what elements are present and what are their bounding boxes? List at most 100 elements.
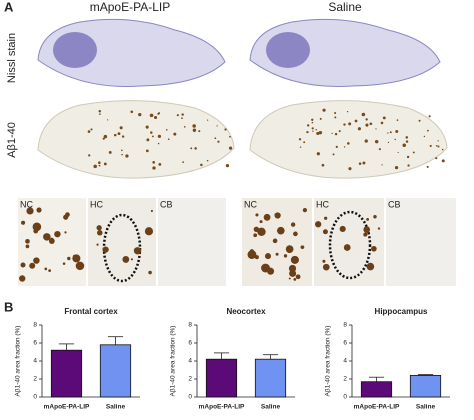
plaque [192,128,197,132]
plaque [302,208,308,213]
plaque [200,163,203,167]
plaque [21,220,26,225]
micrographs [18,18,456,286]
plaque [322,229,328,235]
plaque [441,159,445,163]
y-axis-label: Aβ1-40 area fraction (%) [170,326,177,397]
plaque [125,154,129,158]
plaque [437,145,440,148]
y-tick-label: 6 [33,340,37,347]
plaque [153,115,158,120]
plaque [67,256,71,261]
plaque [366,217,370,221]
plaque [173,132,177,136]
plaque [96,225,102,231]
column-header: Saline [328,0,362,14]
chart-title: Neocortex [226,307,266,316]
plaque [167,138,170,141]
plaque [315,128,317,131]
plaque [99,113,101,115]
plaque [183,126,186,128]
plaque [117,132,121,136]
plaque [214,137,217,140]
plaque [290,255,299,264]
plaque [206,119,209,121]
plaque [311,121,314,124]
plaque [316,131,320,136]
plaque [288,264,297,273]
plaque [396,119,399,121]
plaque [289,269,297,277]
plaque [259,220,263,224]
abeta-brain [37,100,235,179]
plaque [402,143,407,148]
chart-title: Frontal cortex [64,307,118,316]
inset-label: HC [90,199,103,209]
inset-label: CB [388,199,401,209]
plaque [290,222,296,227]
plaque [332,153,335,156]
y-tick-label: 2 [33,376,37,383]
plaque [152,166,156,170]
plaque [192,124,196,128]
plaque [130,258,133,261]
column-header: mApoE-PA-LIP [90,0,170,14]
plaque [225,163,230,168]
y-axis-label: Aβ1-40 area fraction (%) [15,326,22,397]
plaque [406,155,410,159]
x-tick-label: Saline [106,404,126,411]
plaque [93,164,97,169]
plaque [312,130,314,132]
plaque [346,110,349,113]
plaque [44,267,48,271]
plaque [29,262,36,269]
plaque [311,118,314,121]
plaque [146,138,150,142]
plaque [98,164,101,167]
plaque [322,263,330,271]
bar [99,344,132,398]
plaque [293,277,297,281]
plaque [62,262,66,265]
plaque [96,243,99,246]
plaque [181,113,184,116]
plaque [389,131,392,134]
plaque [26,207,34,215]
inset-label: HC [316,199,329,209]
inset-label: NC [244,199,257,209]
plaque [427,129,429,132]
plaque [25,238,30,244]
cerebellum [266,32,310,68]
plaque [157,134,161,138]
plaque [339,225,346,233]
plaque [264,253,272,260]
plaque [272,238,278,244]
plaque [369,122,373,126]
plaque [48,269,52,272]
plaque [43,233,51,241]
plaque [373,215,377,219]
plaque [108,150,112,154]
plaque [88,154,91,157]
x-tick-label: Saline [261,404,281,411]
plaque [217,140,220,143]
plaque [182,161,184,164]
plaque [150,131,153,134]
plaque [157,142,160,145]
plaque [98,161,101,165]
plaque [145,149,149,153]
plaque [138,112,142,117]
plaque [334,112,337,115]
plaque [348,122,352,126]
plaque [293,231,298,237]
panel-label: A [4,0,14,14]
plaque [25,244,30,249]
y-tick-label: 2 [188,376,192,383]
plaque [437,140,439,142]
plaque [283,254,288,258]
plaque [365,123,369,127]
plaque [151,135,154,138]
plaque [229,135,231,138]
plaque [377,227,381,230]
plaque [224,128,227,131]
